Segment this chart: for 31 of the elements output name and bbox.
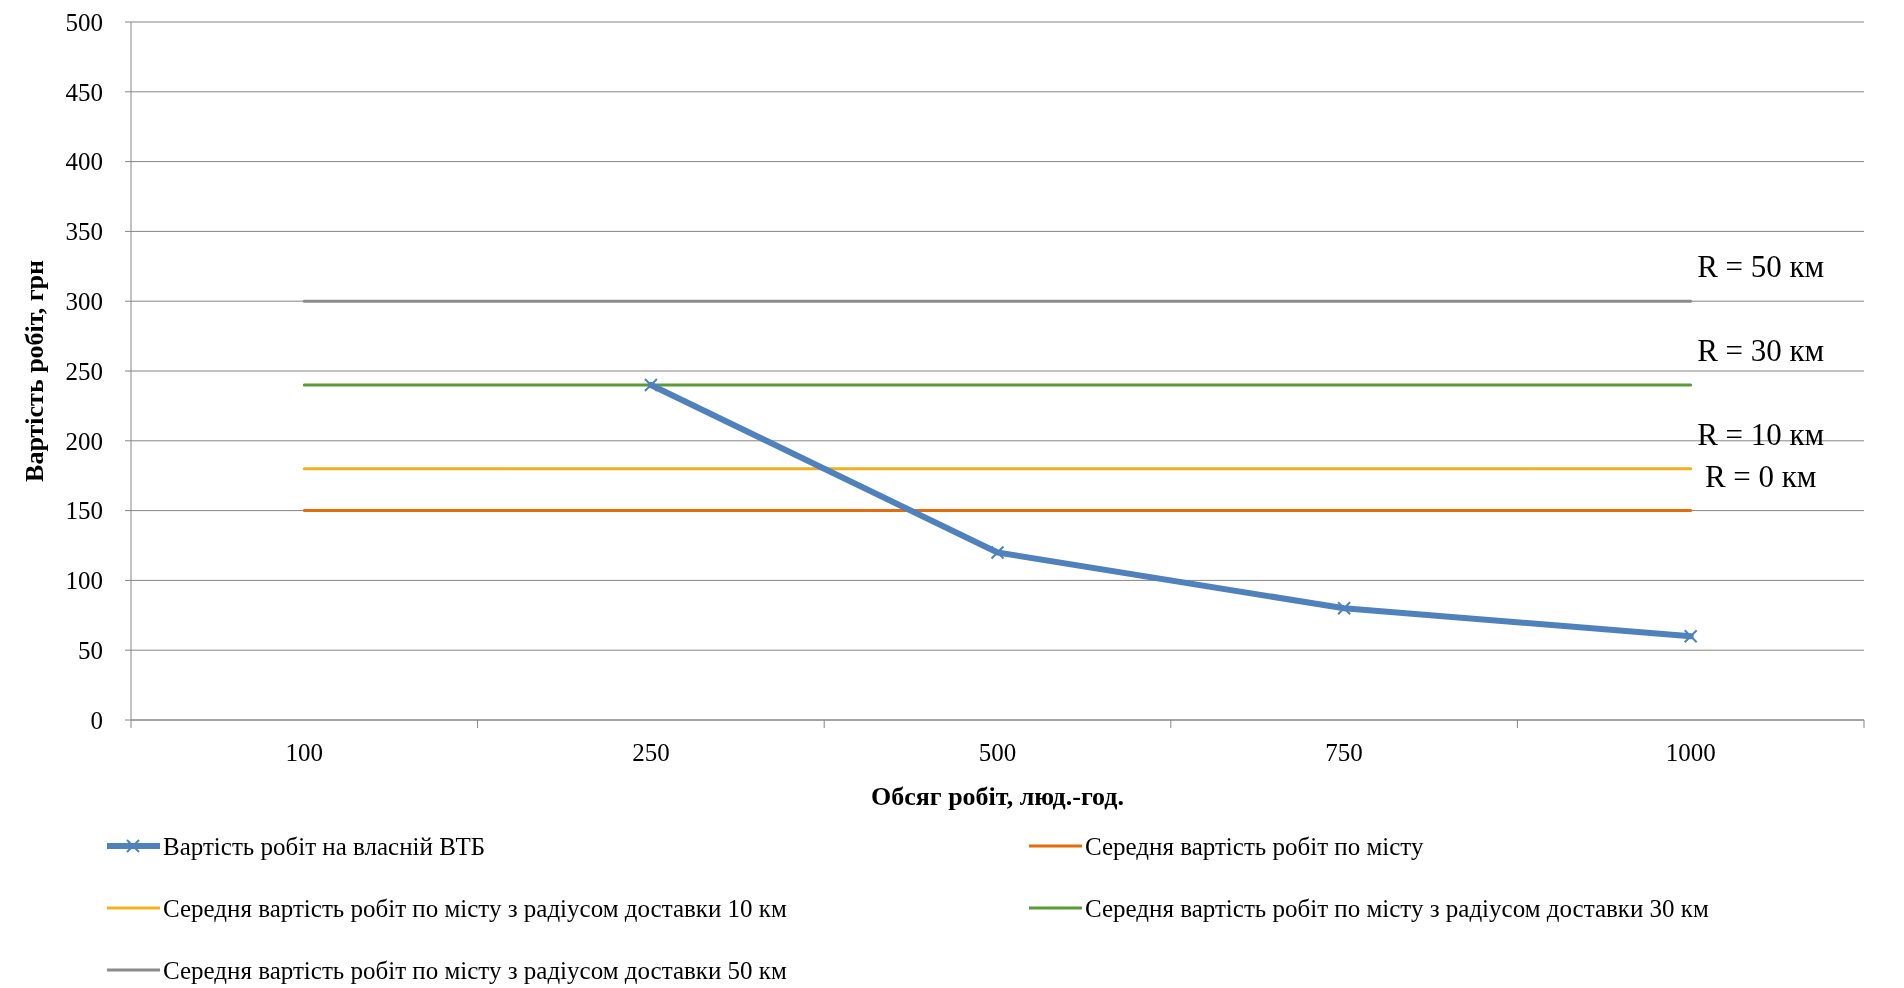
annotation: R = 50 км: [1697, 249, 1825, 285]
point: [1337, 601, 1352, 616]
y-tick-label: 150: [65, 497, 103, 525]
y-tick-label: 100: [65, 567, 103, 595]
annotation: R = 0 км: [1704, 458, 1817, 494]
y-tick-label: 500: [65, 8, 103, 36]
annotation: R = 30 км: [1697, 332, 1825, 368]
y-tick-label: 450: [65, 78, 103, 106]
y-tick-label: 0: [90, 706, 103, 734]
x-tick-label: 250: [632, 738, 670, 766]
y-tick-label: 300: [65, 287, 103, 315]
legend-label: Вартість робіт на власній ВТБ: [163, 832, 486, 860]
x-tick-label: 100: [285, 738, 324, 766]
x-axis-title: Обсяг робіт, люд.-год.: [871, 782, 1124, 812]
y-tick-label: 50: [78, 636, 103, 664]
legend-label: Середня вартість робіт по місту з радіусом доставки 10 км: [163, 894, 787, 922]
x-tick-label: 1000: [1665, 738, 1716, 766]
x-tick-label: 750: [1325, 738, 1363, 766]
y-tick-label: 400: [65, 148, 103, 176]
x-tick-label: 500: [978, 738, 1017, 766]
annotation: R = 10 км: [1697, 416, 1825, 452]
y-tick-label: 250: [65, 357, 103, 385]
legend-label: Середня вартість робіт по місту з радіусом доставки 30 км: [1085, 894, 1709, 922]
y-tick-label: 350: [65, 218, 103, 246]
y-axis-title: Вартість робіт, грн: [20, 260, 50, 482]
legend-label: Середня вартість робіт по місту з радіусом доставки 50 км: [163, 956, 787, 984]
y-tick-label: 200: [65, 427, 103, 455]
point: [643, 377, 658, 392]
legend-label: Середня вартість робіт по місту: [1085, 832, 1424, 860]
point: [990, 545, 1005, 560]
point: [1683, 629, 1698, 644]
